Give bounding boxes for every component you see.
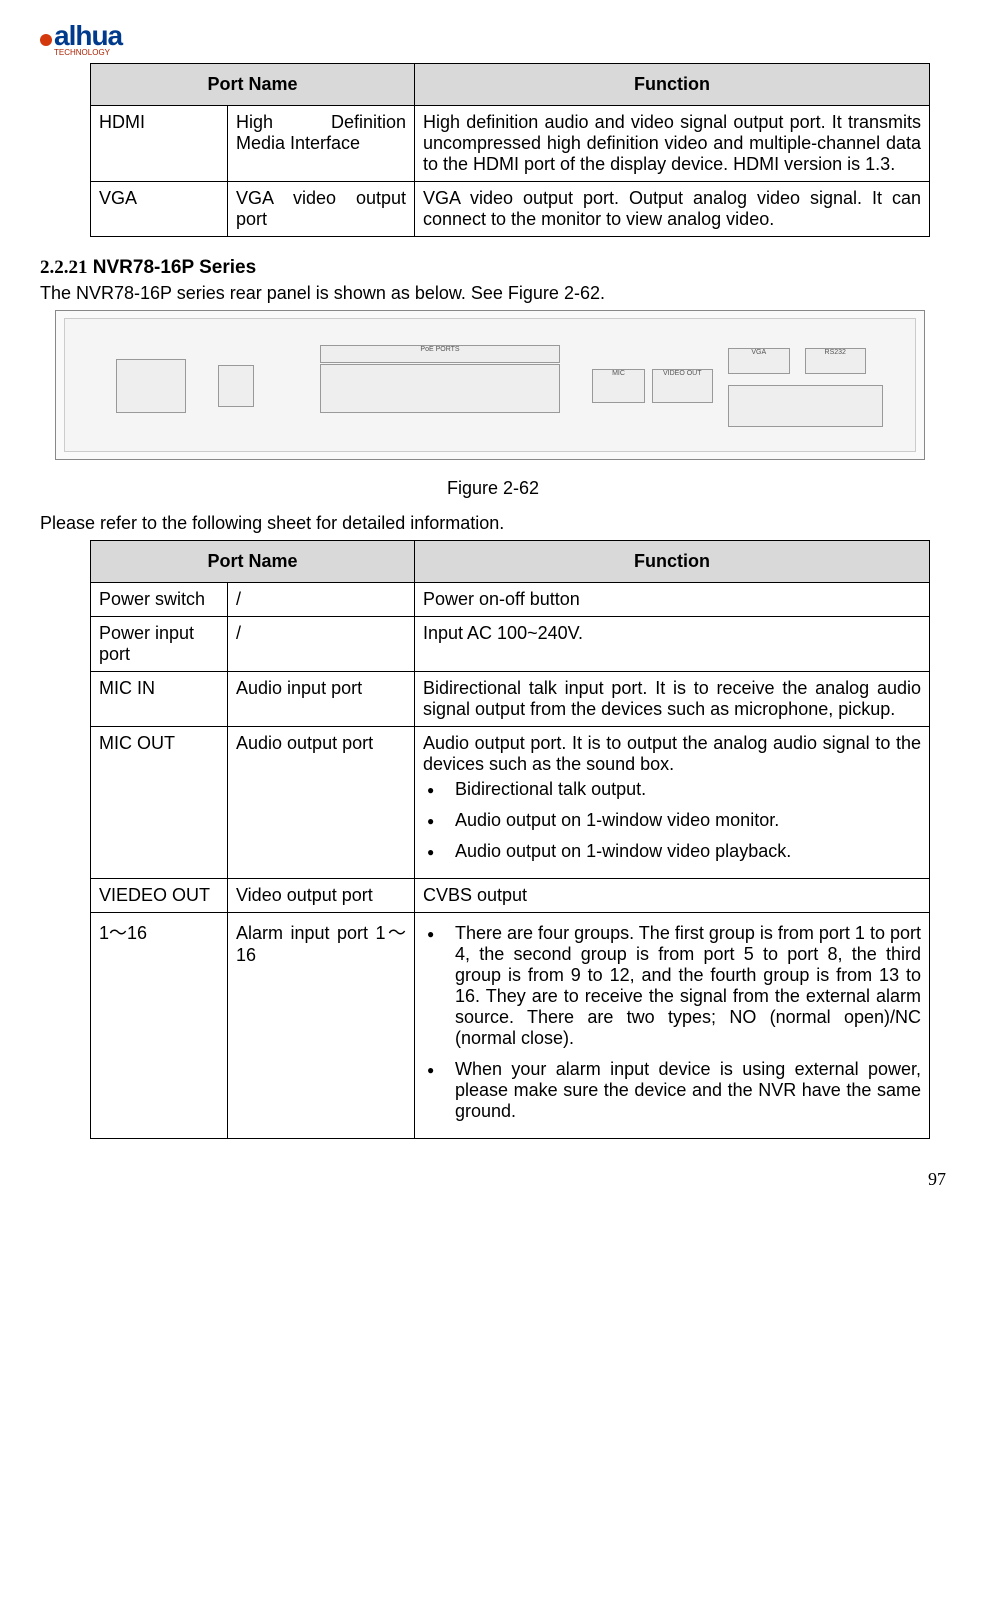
video-out-block: VIDEO OUT: [652, 369, 714, 403]
intro-text-2: Please refer to the following sheet for …: [40, 513, 946, 534]
intro-text-1: The NVR78-16P series rear panel is shown…: [40, 283, 946, 304]
list-item: There are four groups. The first group i…: [427, 923, 921, 1049]
cell-portdesc: Video output port: [228, 879, 415, 913]
table1-header-function: Function: [415, 64, 930, 106]
logo-dot-icon: [40, 34, 52, 46]
list-item: Bidirectional talk output.: [427, 779, 921, 800]
cell-portdesc: /: [228, 617, 415, 672]
bullet-list: There are four groups. The first group i…: [423, 923, 921, 1122]
cell-portname: MIC OUT: [91, 727, 228, 879]
cell-lead-text: Audio output port. It is to output the a…: [423, 733, 921, 775]
cell-function: Bidirectional talk input port. It is to …: [415, 672, 930, 727]
cell-portname: VGA: [91, 182, 228, 237]
terminal-block: [728, 385, 883, 427]
rear-panel-figure: PoE PORTS MIC VIDEO OUT VGA RS232: [55, 310, 925, 460]
cell-portname: 1～16: [91, 913, 228, 1139]
cell-portdesc: High Definition Media Interface: [228, 106, 415, 182]
rear-panel-sketch: PoE PORTS MIC VIDEO OUT VGA RS232: [64, 318, 916, 452]
port-table-upper: Port Name Function HDMI High Definition …: [90, 63, 930, 237]
cell-portname: Power input port: [91, 617, 228, 672]
table2-header-function: Function: [415, 541, 930, 583]
poe-ports: [320, 364, 560, 414]
cell-function: CVBS output: [415, 879, 930, 913]
cell-function: Audio output port. It is to output the a…: [415, 727, 930, 879]
cell-portname: VIEDEO OUT: [91, 879, 228, 913]
table-row: MIC IN Audio input port Bidirectional ta…: [91, 672, 930, 727]
figure-caption: Figure 2-62: [40, 478, 946, 499]
cell-function: Input AC 100~240V.: [415, 617, 930, 672]
cell-portdesc: Audio output port: [228, 727, 415, 879]
table-row: VGA VGA video output port VGA video outp…: [91, 182, 930, 237]
mic-block: MIC: [592, 369, 645, 403]
logo-text: alhua: [54, 20, 122, 51]
power-block: [116, 359, 186, 414]
poe-label: PoE PORTS: [320, 345, 560, 363]
cell-portdesc: VGA video output port: [228, 182, 415, 237]
cell-function: Power on-off button: [415, 583, 930, 617]
list-item: When your alarm input device is using ex…: [427, 1059, 921, 1122]
table-row: VIEDEO OUT Video output port CVBS output: [91, 879, 930, 913]
section-number: 2.2.21: [40, 257, 88, 278]
vga-block: VGA: [728, 348, 790, 374]
page-number: 97: [40, 1169, 946, 1190]
cell-function: There are four groups. The first group i…: [415, 913, 930, 1139]
cell-portname: MIC IN: [91, 672, 228, 727]
section-title: NVR78-16P Series: [93, 257, 256, 278]
list-item: Audio output on 1-window video playback.: [427, 841, 921, 862]
section-heading: 2.2.21 NVR78-16P Series: [40, 257, 946, 279]
table-row: Power input port / Input AC 100~240V.: [91, 617, 930, 672]
table2-header-portname: Port Name: [91, 541, 415, 583]
port-table-lower: Port Name Function Power switch / Power …: [90, 540, 930, 1139]
table-row: MIC OUT Audio output port Audio output p…: [91, 727, 930, 879]
table-row: Power switch / Power on-off button: [91, 583, 930, 617]
cell-function: VGA video output port. Output analog vid…: [415, 182, 930, 237]
table-row: 1～16 Alarm input port 1～16 There are fou…: [91, 913, 930, 1139]
brand-logo: alhua TECHNOLOGY: [40, 20, 946, 57]
rs232-block: RS232: [805, 348, 867, 374]
table-row: HDMI High Definition Media Interface Hig…: [91, 106, 930, 182]
cell-portname: HDMI: [91, 106, 228, 182]
list-item: Audio output on 1-window video monitor.: [427, 810, 921, 831]
cell-portname: Power switch: [91, 583, 228, 617]
cell-portdesc: Alarm input port 1～16: [228, 913, 415, 1139]
logo-subtext: TECHNOLOGY: [54, 48, 946, 57]
table1-header-portname: Port Name: [91, 64, 415, 106]
cell-function: High definition audio and video signal o…: [415, 106, 930, 182]
cell-portdesc: Audio input port: [228, 672, 415, 727]
bullet-list: Bidirectional talk output. Audio output …: [423, 779, 921, 862]
cell-portdesc: /: [228, 583, 415, 617]
fan-block: [218, 365, 254, 407]
